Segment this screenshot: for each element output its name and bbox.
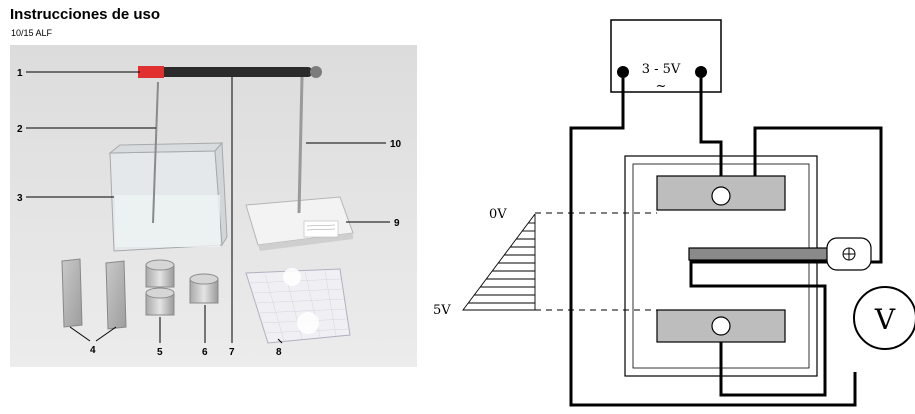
tank-outer	[624, 155, 818, 377]
callout-10: 10	[390, 139, 402, 150]
potential-gradient	[462, 213, 536, 311]
power-supply	[610, 19, 722, 93]
callout-4: 4	[90, 345, 96, 356]
probe-needle	[152, 81, 159, 224]
dashed-guides	[535, 212, 657, 311]
document-code: 10/15 ALF	[11, 28, 53, 38]
voltage-top-label: 0V	[489, 207, 507, 222]
callout-6: 6	[202, 347, 208, 358]
graph-paper	[245, 268, 351, 344]
probe-bar	[688, 247, 850, 261]
aluminium-blocks	[61, 258, 127, 330]
callout-7: 7	[229, 347, 235, 358]
ac-symbol: ~	[656, 79, 667, 94]
callout-2: 2	[17, 124, 23, 135]
callout-1: 1	[17, 68, 23, 79]
voltmeter	[853, 286, 915, 350]
callout-8: 8	[276, 347, 282, 358]
callout-lines	[26, 71, 390, 344]
stand-rod	[297, 76, 304, 214]
tank-inner	[632, 163, 810, 369]
callout-3: 3	[17, 193, 23, 204]
cylinders	[145, 259, 219, 316]
voltage-bottom-label: 5V	[433, 303, 451, 318]
callout-5: 5	[157, 347, 163, 358]
callout-9: 9	[394, 218, 400, 229]
voltmeter-label: V	[874, 303, 896, 336]
horizontal-bar	[138, 66, 322, 78]
equipment-photo: 1 2 3 4 5 6 7 8 9 10	[10, 45, 417, 367]
supply-voltage-label: 3 - 5V	[642, 62, 681, 77]
document-title: Instrucciones de uso	[10, 6, 161, 23]
water-tank	[108, 141, 228, 252]
stand-base	[245, 196, 354, 251]
circuit-schematic: 3 - 5V ~ V 0V 5V	[433, 19, 915, 407]
